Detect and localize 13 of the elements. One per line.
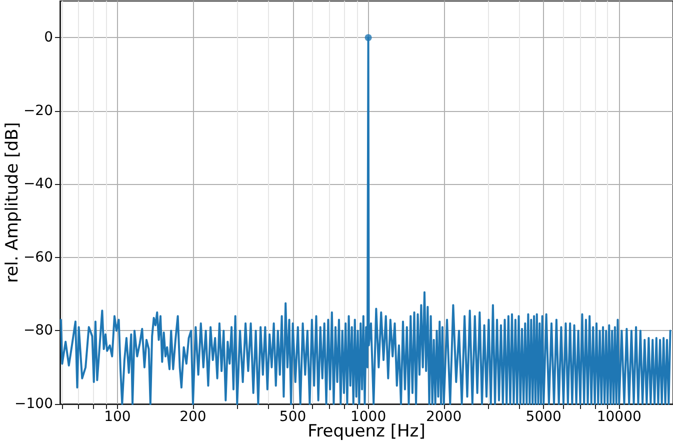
x-tick-label: 500 xyxy=(279,409,306,425)
y-tick-label: −80 xyxy=(23,322,53,339)
y-axis-title: rel. Amplitude [dB] xyxy=(2,122,22,283)
y-tick-label: −60 xyxy=(23,249,53,266)
x-tick-label: 5000 xyxy=(526,409,562,425)
x-tick-label: 100 xyxy=(104,409,131,425)
y-tick-label: 0 xyxy=(44,30,53,46)
x-tick-label: 200 xyxy=(180,409,206,425)
x-tick-label: 10000 xyxy=(596,409,642,425)
y-tick-label: −100 xyxy=(14,396,53,412)
y-tick-label: −40 xyxy=(23,176,53,192)
y-tick-label: −20 xyxy=(23,102,53,119)
x-tick-label: 2000 xyxy=(426,409,462,425)
